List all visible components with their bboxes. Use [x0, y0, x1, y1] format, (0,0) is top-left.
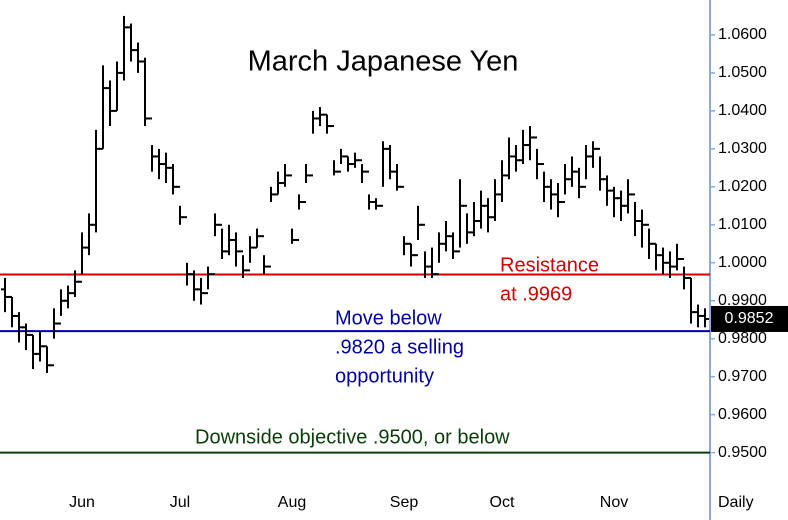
last-price-label: 0.9852 — [725, 310, 774, 327]
x-tick-label: Sep — [390, 494, 419, 511]
y-tick-label: 1.0600 — [718, 26, 767, 43]
chart-title: March Japanese Yen — [248, 46, 519, 78]
x-tick-label: Jul — [170, 494, 190, 511]
annotation: Move below — [335, 307, 442, 329]
y-tick-label: 0.9800 — [718, 330, 767, 347]
annotation: opportunity — [335, 365, 434, 387]
x-tick-label: Jun — [69, 494, 95, 511]
x-tick-label: Nov — [600, 494, 628, 511]
y-tick-label: 1.0300 — [718, 140, 767, 157]
y-tick-label: 1.0200 — [718, 178, 767, 195]
annotation: Downside objective .9500, or below — [195, 426, 510, 448]
annotation: Resistance — [500, 254, 599, 276]
y-tick-label: 0.9500 — [718, 444, 767, 461]
last-price-box — [711, 305, 788, 332]
annotation: .9820 a selling — [335, 336, 464, 358]
y-tick-label: 0.9600 — [718, 406, 767, 423]
y-tick-label: 1.0400 — [718, 102, 767, 119]
annotation: at .9969 — [500, 283, 572, 305]
y-tick-label: 1.0100 — [718, 216, 767, 233]
y-tick-label: 0.9900 — [718, 292, 767, 309]
x-tick-label: Aug — [278, 494, 306, 511]
y-tick-label: 0.9700 — [718, 368, 767, 385]
y-tick-label: 1.0000 — [718, 254, 767, 271]
x-tick-label: Oct — [490, 494, 515, 511]
period-label: Daily — [718, 494, 754, 511]
y-tick-label: 1.0500 — [718, 64, 767, 81]
